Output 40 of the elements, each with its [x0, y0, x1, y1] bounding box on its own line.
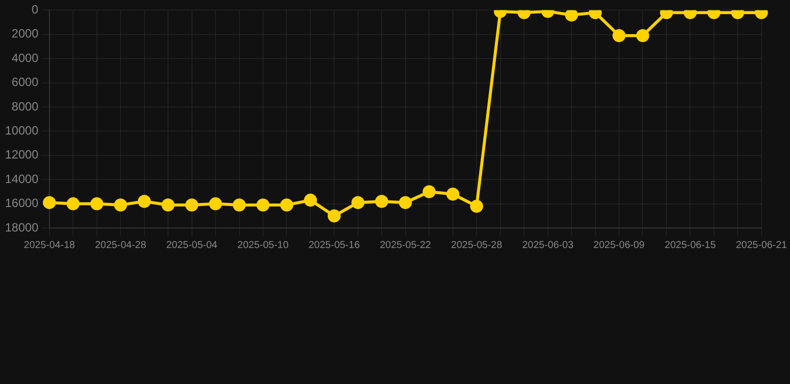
x-tick-label: 2025-05-16 [308, 240, 360, 251]
x-tick-label: 2025-05-22 [380, 240, 432, 251]
point [185, 198, 198, 212]
point [232, 198, 246, 212]
y-tick-label: 14000 [4, 172, 39, 186]
point [470, 200, 484, 213]
x-tick-label: 2025-04-28 [94, 240, 147, 251]
x-tick-label: 2025-04-18 [24, 240, 76, 251]
point [280, 198, 294, 212]
y-tick-label: 0 [32, 2, 39, 17]
point [209, 197, 222, 210]
point [304, 194, 317, 207]
y-tick-label: 8000 [12, 99, 39, 114]
point [114, 198, 128, 212]
point [162, 198, 175, 212]
point [351, 196, 364, 210]
y-tick-label: 4000 [12, 50, 39, 65]
x-tick-label: 2025-05-10 [237, 240, 289, 251]
point [565, 10, 578, 22]
y-tick-label: 12000 [4, 148, 39, 162]
point [446, 188, 460, 201]
y-tick-label: 6000 [12, 75, 39, 90]
point [398, 196, 412, 210]
point [375, 194, 388, 208]
y-tick-label: 2000 [12, 26, 39, 41]
y-tick-label: 16000 [4, 196, 39, 210]
point [66, 197, 80, 210]
x-tick-label: 2025-06-15 [664, 240, 716, 251]
point [256, 198, 270, 212]
y-tick-label: 10000 [4, 124, 39, 138]
point [138, 194, 151, 208]
x-tick-label: 2025-05-04 [166, 240, 218, 251]
x-tick-label: 2025-06-03 [522, 240, 574, 251]
x-tick-label: 2025-05-28 [451, 240, 503, 251]
point [328, 209, 341, 222]
x-tick-label: 2025-06-21 [736, 240, 788, 251]
point [90, 197, 104, 210]
y-tick-label: 18000 [4, 220, 39, 234]
x-tick-label: 2025-06-09 [593, 240, 646, 251]
point [422, 185, 436, 198]
